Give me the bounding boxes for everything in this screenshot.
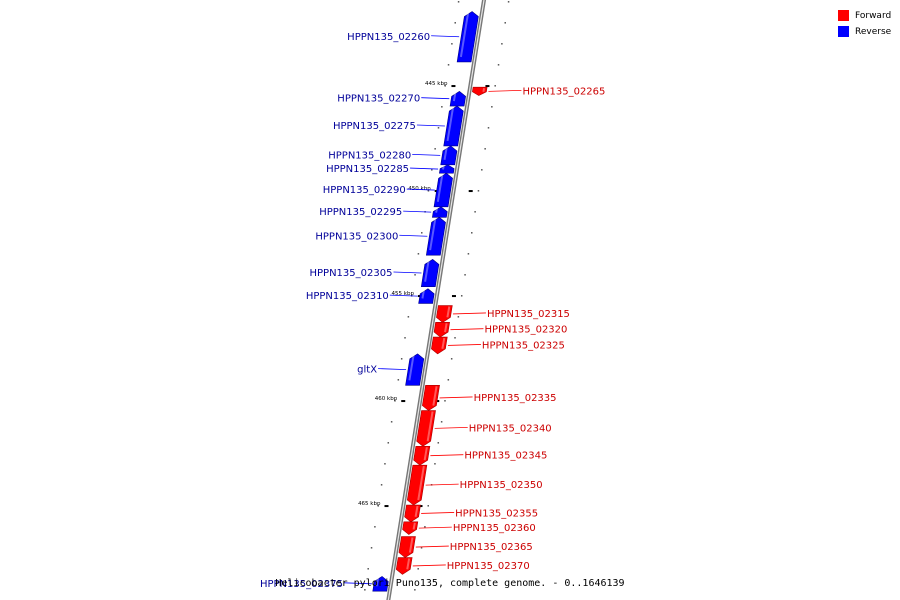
- legend-item-reverse: Reverse: [838, 24, 898, 39]
- gene-hppn135_02295[interactable]: [432, 206, 448, 218]
- gene-hppn135_02280[interactable]: [440, 145, 458, 166]
- svg-text:HPPN135_02350: HPPN135_02350: [460, 480, 543, 491]
- gene-label[interactable]: HPPN135_02265: [488, 86, 605, 97]
- gene-hppn135_02325[interactable]: [431, 336, 448, 355]
- gene-label[interactable]: HPPN135_02280: [328, 150, 441, 161]
- gene-label[interactable]: HPPN135_02270: [337, 94, 450, 105]
- svg-text:HPPN135_02355: HPPN135_02355: [455, 508, 538, 519]
- tick-label: 445 kbp: [425, 81, 448, 87]
- gene-label[interactable]: HPPN135_02370: [412, 561, 530, 572]
- svg-text:HPPN135_02325: HPPN135_02325: [482, 340, 565, 351]
- svg-text:HPPN135_02335: HPPN135_02335: [474, 393, 557, 404]
- gene-hppn135_02305[interactable]: [420, 258, 440, 287]
- tick-label: 450 kbp: [408, 186, 431, 192]
- gene-hppn135_02350[interactable]: [406, 464, 428, 506]
- gene-hppn135_02340[interactable]: [416, 410, 436, 447]
- svg-text:gltX: gltX: [357, 365, 377, 376]
- svg-text:HPPN135_02345: HPPN135_02345: [464, 451, 547, 462]
- gene-label[interactable]: HPPN135_02325: [447, 340, 565, 351]
- gene-hppn135_02315[interactable]: [436, 305, 453, 323]
- gene-label[interactable]: HPPN135_02285: [326, 164, 439, 175]
- svg-text:HPPN135_02300: HPPN135_02300: [315, 231, 398, 242]
- gene-label[interactable]: HPPN135_02295: [319, 207, 432, 218]
- svg-text:HPPN135_02270: HPPN135_02270: [337, 94, 420, 105]
- svg-text:HPPN135_02375: HPPN135_02375: [260, 579, 343, 590]
- gene-label[interactable]: HPPN135_02360: [418, 523, 536, 534]
- gene-label[interactable]: HPPN135_02300: [315, 231, 428, 242]
- gene-hppn135_02285[interactable]: [439, 164, 455, 174]
- gene-features: [372, 11, 488, 592]
- gene-hppn135_02365[interactable]: [398, 536, 416, 558]
- legend-item-forward: Forward: [838, 8, 898, 23]
- gene-hppn135_02275[interactable]: [443, 105, 464, 147]
- reverse-swatch: [838, 26, 849, 37]
- gene-hppn135_02300[interactable]: [425, 216, 446, 256]
- svg-text:HPPN135_02365: HPPN135_02365: [450, 542, 533, 553]
- legend: Forward Reverse: [838, 8, 898, 40]
- gene-labels: HPPN135_02260 HPPN135_02270 HPPN135_02265 H…: [260, 32, 605, 590]
- minor-ticks: [364, 1, 510, 591]
- gene-hppn135_02290[interactable]: [433, 172, 453, 208]
- gene-hppn135_02360[interactable]: [402, 521, 419, 535]
- gene-label[interactable]: HPPN135_02335: [439, 393, 557, 404]
- svg-text:HPPN135_02315: HPPN135_02315: [487, 309, 570, 320]
- gene-label[interactable]: HPPN135_02260: [347, 32, 460, 43]
- gene-label[interactable]: HPPN135_02350: [425, 480, 543, 491]
- legend-label-reverse: Reverse: [855, 26, 892, 37]
- svg-text:HPPN135_02370: HPPN135_02370: [447, 561, 530, 572]
- gene-hppn135_02320[interactable]: [433, 322, 450, 338]
- svg-text:HPPN135_02275: HPPN135_02275: [333, 121, 416, 132]
- svg-text:HPPN135_02340: HPPN135_02340: [469, 423, 552, 434]
- gene-hppn135_02265[interactable]: [472, 86, 488, 96]
- gene-label[interactable]: HPPN135_02290: [323, 185, 435, 196]
- svg-text:HPPN135_02290: HPPN135_02290: [323, 185, 406, 196]
- gene-hppn135_02310[interactable]: [418, 288, 435, 304]
- gene-hppn135_02270[interactable]: [449, 90, 466, 107]
- gene-label[interactable]: HPPN135_02315: [452, 309, 570, 320]
- genome-title: Helicobacter pylori Puno135, complete ge…: [275, 578, 625, 589]
- gene-label[interactable]: HPPN135_02320: [450, 325, 567, 336]
- gene-hppn135_02355[interactable]: [404, 504, 421, 523]
- svg-text:HPPN135_02260: HPPN135_02260: [347, 32, 430, 43]
- gene-label[interactable]: gltX: [357, 365, 407, 376]
- tick-label: 460 kbp: [375, 396, 398, 402]
- tick-label: 455 kbp: [392, 291, 415, 297]
- gene-label[interactable]: HPPN135_02345: [430, 451, 547, 462]
- gene-label[interactable]: HPPN135_02305: [310, 268, 422, 279]
- gene-gltx[interactable]: [405, 353, 425, 386]
- svg-text:HPPN135_02280: HPPN135_02280: [328, 150, 411, 161]
- gene-hppn135_02335[interactable]: [422, 385, 440, 411]
- forward-swatch: [838, 10, 849, 21]
- svg-text:HPPN135_02285: HPPN135_02285: [326, 164, 409, 175]
- major-tick: 445 kbp: [425, 81, 490, 88]
- gene-hppn135_02370[interactable]: [395, 557, 413, 575]
- gene-hppn135_02345[interactable]: [413, 445, 431, 466]
- gene-label[interactable]: HPPN135_02275: [333, 121, 445, 132]
- gene-label[interactable]: HPPN135_02355: [421, 508, 538, 519]
- gene-label[interactable]: HPPN135_02375: [260, 579, 372, 590]
- legend-label-forward: Forward: [855, 10, 892, 21]
- gene-label[interactable]: HPPN135_02310: [306, 291, 418, 302]
- svg-text:HPPN135_02320: HPPN135_02320: [484, 325, 567, 336]
- svg-text:HPPN135_02265: HPPN135_02265: [522, 86, 605, 97]
- svg-text:HPPN135_02295: HPPN135_02295: [319, 207, 402, 218]
- gene-label[interactable]: HPPN135_02365: [415, 542, 533, 553]
- svg-text:HPPN135_02360: HPPN135_02360: [453, 523, 536, 534]
- gene-hppn135_02260[interactable]: [456, 11, 479, 63]
- gene-label[interactable]: HPPN135_02340: [434, 423, 552, 434]
- genome-backbone: [386, 0, 487, 600]
- svg-text:HPPN135_02310: HPPN135_02310: [306, 291, 389, 302]
- svg-text:HPPN135_02305: HPPN135_02305: [310, 268, 393, 279]
- tick-label: 465 kbp: [358, 501, 381, 507]
- gene-hppn135_02375[interactable]: [372, 576, 389, 592]
